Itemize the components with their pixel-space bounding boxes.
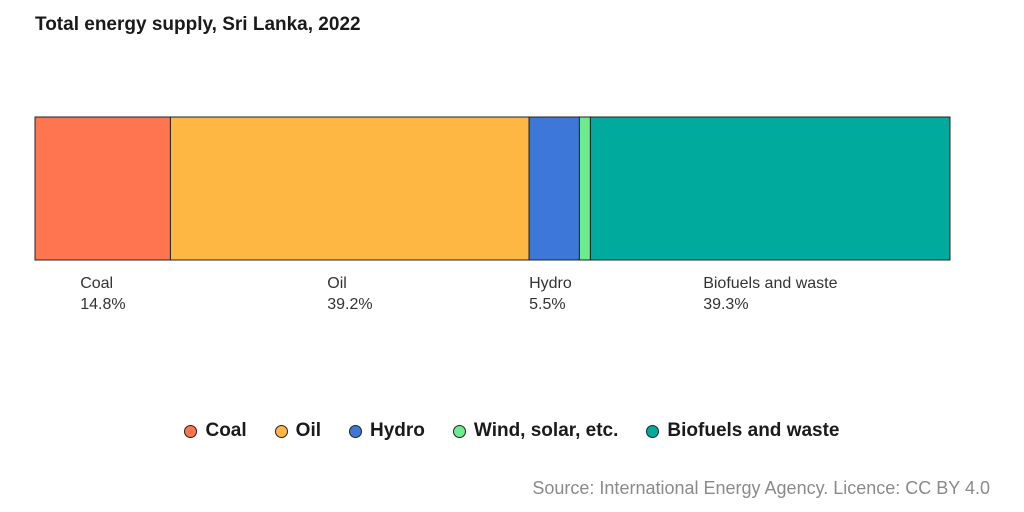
segment-label-value: 39.2% <box>327 296 373 313</box>
bar-segment-hydro <box>528 116 580 261</box>
segment-label-biofuels-and-waste: Biofuels and waste 39.3% <box>703 273 837 315</box>
segment-label-hydro: Hydro 5.5% <box>529 273 572 315</box>
segment-label-name: Coal <box>80 275 114 292</box>
legend-swatch <box>274 424 288 438</box>
legend-label: Wind, solar, etc. <box>473 420 619 441</box>
chart-legend: Coal Oil Hydro Wind, solar, etc. Biofuels an… <box>0 420 1024 442</box>
segment-label-coal: Coal 14.8% <box>80 273 125 315</box>
legend-item-oil: Oil <box>274 420 322 442</box>
segment-label-oil: Oil 39.2% <box>327 273 372 315</box>
bar-segment-coal <box>34 116 171 261</box>
legend-label: Hydro <box>370 420 425 441</box>
legend-label: Oil <box>295 420 322 441</box>
bar-segment-oil <box>169 116 530 261</box>
legend-item-wind-solar-etc: Wind, solar, etc. <box>452 420 619 442</box>
legend-swatch <box>184 424 198 438</box>
bar-segments <box>34 116 951 261</box>
legend-label: Coal <box>205 420 247 441</box>
bar-segment-wind-solar-etc <box>578 116 591 261</box>
legend-item-coal: Coal <box>184 420 247 442</box>
chart-title: Total energy supply, Sri Lanka, 2022 <box>35 14 361 35</box>
legend-label: Biofuels and waste <box>667 420 840 441</box>
segment-label-value: 5.5% <box>529 296 566 313</box>
legend-swatch <box>349 424 363 438</box>
legend-item-hydro: Hydro <box>349 420 425 442</box>
legend-item-biofuels-and-waste: Biofuels and waste <box>646 420 840 442</box>
legend-swatch <box>646 424 660 438</box>
segment-label-value: 39.3% <box>703 296 749 313</box>
legend-swatch <box>452 424 466 438</box>
segment-label-name: Oil <box>327 275 347 292</box>
segment-label-value: 14.8% <box>80 296 126 313</box>
bar-segment-biofuels-and-waste <box>589 116 951 261</box>
segment-label-name: Biofuels and waste <box>703 275 838 292</box>
source-note: Source: International Energy Agency. Lic… <box>532 478 990 498</box>
segment-label-name: Hydro <box>529 275 572 292</box>
